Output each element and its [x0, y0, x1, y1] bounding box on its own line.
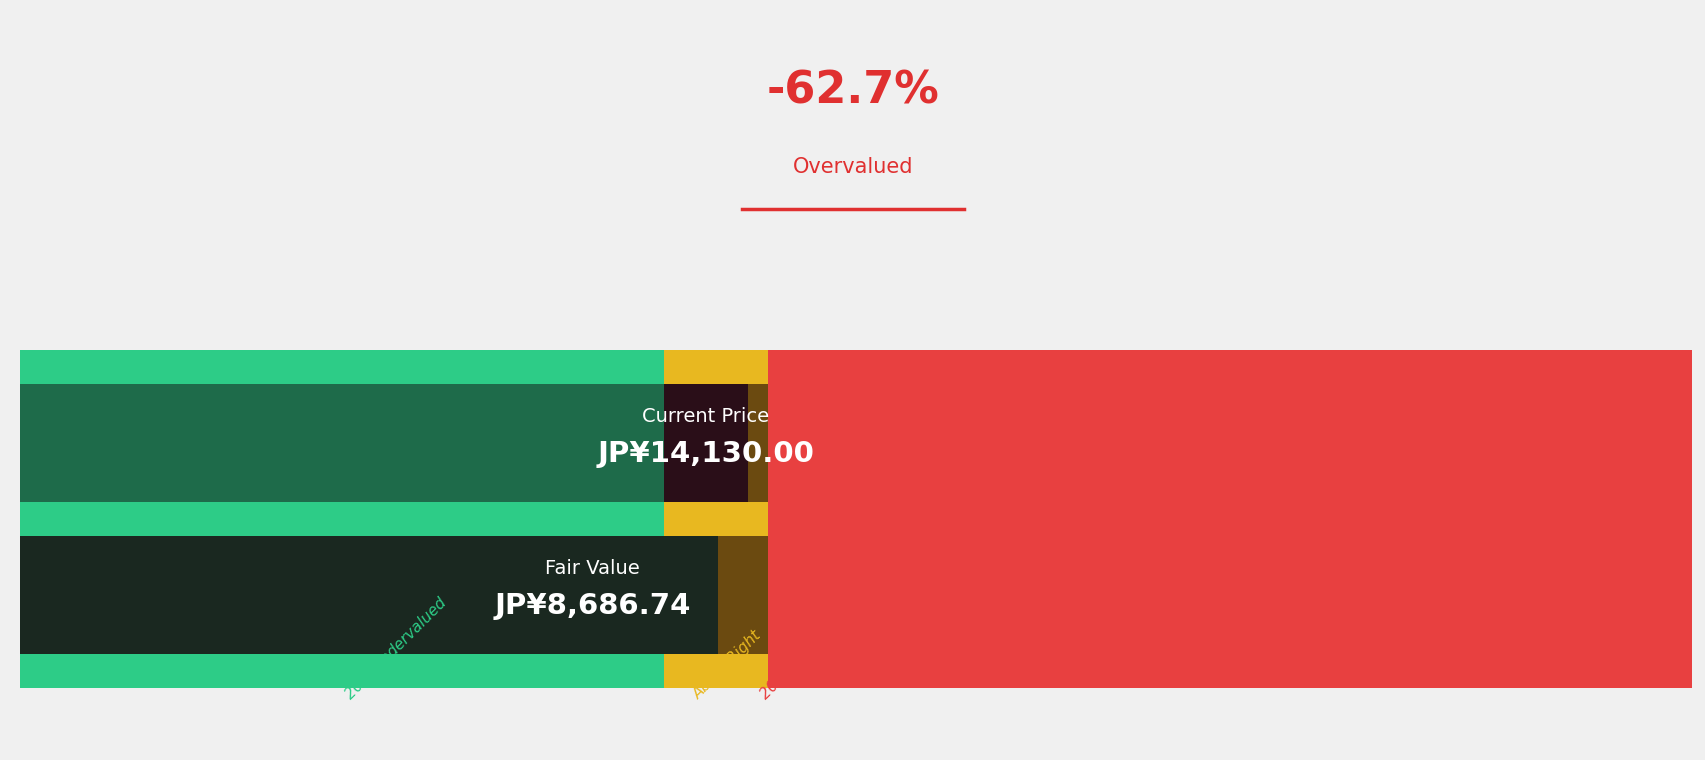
Bar: [20, 384, 663, 502]
Bar: [663, 384, 767, 502]
Bar: [20, 502, 663, 536]
Bar: [20, 384, 663, 502]
Bar: [663, 536, 767, 654]
Bar: [663, 654, 767, 688]
Text: 20% Undervalued: 20% Undervalued: [343, 595, 448, 702]
Bar: [767, 384, 1691, 502]
Text: -62.7%: -62.7%: [766, 70, 939, 112]
Bar: [767, 502, 1691, 536]
Bar: [663, 350, 767, 384]
Bar: [663, 384, 747, 502]
Bar: [767, 654, 1691, 688]
Text: Current Price: Current Price: [643, 407, 769, 426]
Text: About Right: About Right: [689, 628, 764, 702]
Bar: [20, 536, 718, 654]
Bar: [20, 536, 663, 654]
Bar: [20, 654, 663, 688]
Bar: [20, 350, 663, 384]
Text: Fair Value: Fair Value: [546, 559, 639, 578]
Bar: [767, 536, 1691, 654]
Text: Overvalued: Overvalued: [793, 157, 912, 177]
Text: JP¥14,130.00: JP¥14,130.00: [597, 441, 813, 468]
Bar: [767, 350, 1691, 384]
Bar: [663, 536, 767, 654]
Text: JP¥8,686.74: JP¥8,686.74: [494, 593, 691, 620]
Bar: [663, 502, 767, 536]
Bar: [20, 536, 663, 654]
Bar: [663, 384, 767, 502]
Text: 20% Overvalued: 20% Overvalued: [757, 602, 858, 702]
